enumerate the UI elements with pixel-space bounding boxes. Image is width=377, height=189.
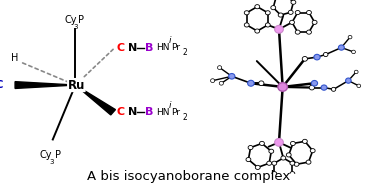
Ellipse shape — [323, 52, 328, 57]
Text: P: P — [78, 15, 84, 25]
Ellipse shape — [290, 141, 295, 146]
Ellipse shape — [274, 139, 284, 146]
Ellipse shape — [295, 10, 300, 15]
Ellipse shape — [306, 160, 311, 164]
Ellipse shape — [339, 45, 344, 50]
Ellipse shape — [357, 84, 361, 88]
Ellipse shape — [278, 83, 287, 91]
Text: C: C — [117, 43, 125, 53]
Ellipse shape — [294, 162, 299, 166]
Ellipse shape — [281, 177, 286, 181]
Text: i: i — [169, 36, 171, 45]
Ellipse shape — [352, 50, 356, 54]
Ellipse shape — [265, 11, 270, 15]
Text: 2: 2 — [183, 113, 188, 122]
Ellipse shape — [244, 11, 249, 15]
Text: P: P — [55, 150, 61, 160]
Ellipse shape — [290, 20, 294, 24]
Ellipse shape — [290, 161, 295, 165]
Ellipse shape — [295, 30, 300, 34]
Ellipse shape — [248, 146, 253, 150]
Ellipse shape — [246, 157, 251, 162]
Text: Ru: Ru — [67, 79, 85, 91]
Ellipse shape — [244, 23, 249, 27]
Text: B: B — [145, 107, 153, 117]
Ellipse shape — [228, 74, 235, 79]
Ellipse shape — [288, 10, 293, 14]
Ellipse shape — [255, 5, 260, 9]
Ellipse shape — [218, 66, 222, 70]
Ellipse shape — [248, 80, 254, 86]
Ellipse shape — [272, 161, 277, 165]
Ellipse shape — [269, 149, 274, 153]
Ellipse shape — [265, 23, 270, 27]
Text: HN: HN — [156, 43, 170, 52]
Text: 3: 3 — [74, 24, 78, 30]
Ellipse shape — [310, 149, 315, 153]
Ellipse shape — [346, 78, 351, 83]
Ellipse shape — [354, 70, 358, 74]
Text: C: C — [117, 107, 125, 117]
Ellipse shape — [267, 161, 271, 165]
Ellipse shape — [219, 81, 224, 85]
Ellipse shape — [311, 81, 317, 86]
Text: 2: 2 — [183, 48, 188, 57]
Text: NC: NC — [0, 80, 4, 90]
Ellipse shape — [312, 20, 317, 24]
Ellipse shape — [331, 87, 336, 91]
Text: Cy: Cy — [64, 15, 77, 25]
Ellipse shape — [314, 54, 320, 60]
Ellipse shape — [278, 13, 283, 17]
Ellipse shape — [281, 156, 286, 160]
Ellipse shape — [259, 141, 264, 146]
Ellipse shape — [302, 139, 307, 143]
Text: N: N — [128, 107, 138, 117]
Ellipse shape — [307, 10, 311, 15]
Text: 3: 3 — [49, 159, 54, 165]
Ellipse shape — [309, 85, 314, 90]
Ellipse shape — [272, 172, 277, 176]
Polygon shape — [15, 82, 75, 88]
Text: Cy: Cy — [40, 150, 52, 160]
Text: N: N — [128, 43, 138, 53]
Ellipse shape — [255, 29, 260, 33]
Ellipse shape — [302, 57, 308, 61]
Ellipse shape — [307, 30, 311, 34]
Text: H: H — [11, 53, 19, 63]
Ellipse shape — [321, 85, 327, 90]
Text: HN: HN — [156, 108, 170, 117]
Ellipse shape — [271, 6, 276, 10]
Ellipse shape — [259, 81, 264, 86]
Text: B: B — [145, 43, 153, 53]
Text: Pr: Pr — [172, 108, 181, 117]
Text: Pr: Pr — [172, 43, 181, 52]
Ellipse shape — [286, 153, 291, 157]
Ellipse shape — [211, 79, 215, 83]
Polygon shape — [75, 85, 115, 115]
Ellipse shape — [274, 25, 284, 33]
Ellipse shape — [290, 172, 295, 176]
Text: i: i — [169, 101, 171, 110]
Ellipse shape — [291, 0, 296, 4]
Ellipse shape — [255, 165, 260, 170]
Ellipse shape — [348, 35, 352, 39]
Text: A bis isocyanoborane complex: A bis isocyanoborane complex — [87, 170, 290, 183]
